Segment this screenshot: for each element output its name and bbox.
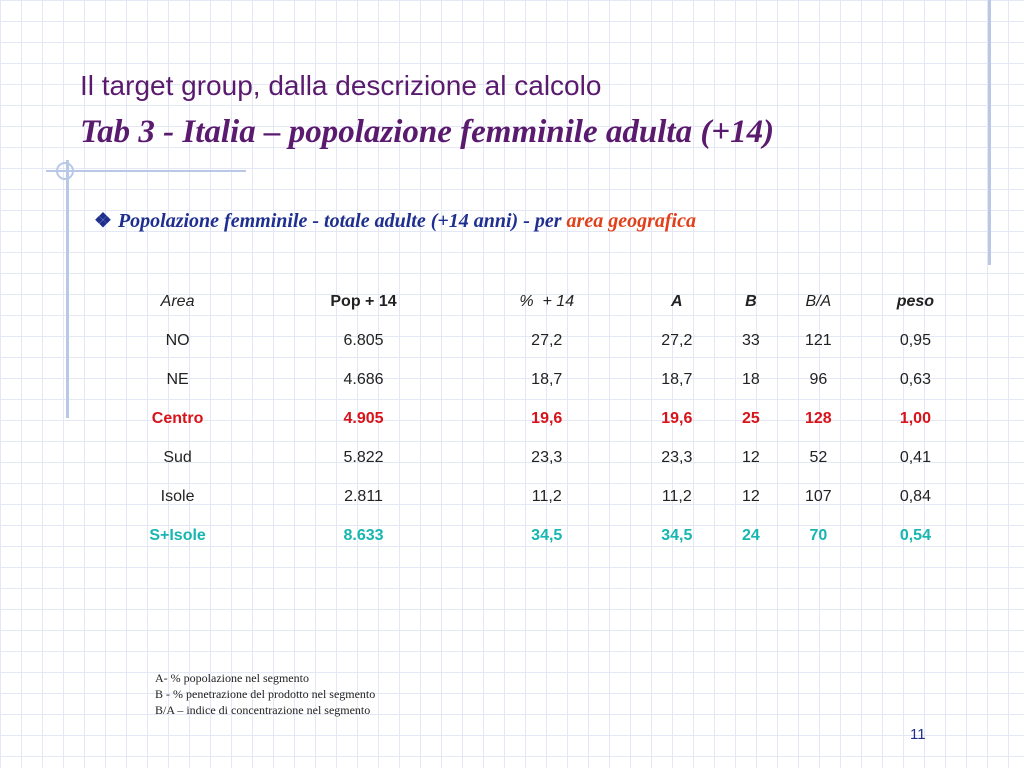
cell-a: 23,3 (661, 448, 693, 466)
table-header-row: Area Pop + 14 % + 14 A B B/A peso (92, 282, 972, 321)
cell-area: Centro (151, 409, 204, 427)
table-row: NE 4.686 18,7 18,7 18 96 0,63 (92, 360, 972, 399)
diamond-bullet-icon: ❖ (94, 210, 112, 232)
cell-a: 18,7 (661, 370, 693, 388)
table-row-highlight-s-isole: S+Isole 8.633 34,5 34,5 24 70 0,54 (92, 516, 972, 555)
header-a: A (671, 292, 683, 310)
cell-area: S+Isole (149, 526, 206, 544)
data-table: Area Pop + 14 % + 14 A B B/A peso NO 6.8… (92, 282, 972, 555)
cell-peso: 0,63 (899, 370, 931, 388)
cell-pop14: 4.686 (343, 370, 384, 388)
cell-ba: 96 (809, 370, 828, 388)
cell-a: 19,6 (661, 409, 693, 427)
cell-a: 34,5 (661, 526, 693, 544)
cell-b: 12 (742, 487, 760, 505)
cell-area: NE (166, 370, 189, 388)
left-horizontal-rule (46, 170, 246, 172)
table-row: Isole 2.811 11,2 11,2 12 107 0,84 (92, 477, 972, 516)
bullet-accent-text: area geografica (566, 210, 696, 232)
cell-pct14: 27,2 (531, 331, 563, 349)
cell-peso: 0,84 (899, 487, 931, 505)
crosshair-circle-icon (56, 162, 74, 180)
cell-ba: 107 (804, 487, 832, 505)
cell-pop14: 2.811 (344, 487, 383, 505)
cell-ba: 52 (809, 448, 828, 466)
footnotes: A- % popolazione nel segmento B - % pene… (155, 670, 375, 718)
header-b: B (745, 292, 757, 310)
cell-peso: 0,95 (899, 331, 931, 349)
table-row: Sud 5.822 23,3 23,3 12 52 0,41 (92, 438, 972, 477)
cell-b: 24 (742, 526, 760, 544)
cell-area: Isole (160, 487, 195, 505)
cell-pop14: 4.905 (343, 409, 384, 427)
cell-area: Sud (163, 448, 192, 466)
table-row: NO 6.805 27,2 27,2 33 121 0,95 (92, 321, 972, 360)
header-ba: B/A (805, 292, 832, 310)
cell-ba: 121 (804, 331, 832, 349)
cell-pct14: 19,6 (531, 409, 563, 427)
slide-title: Il target group, dalla descrizione al ca… (80, 70, 602, 101)
cell-peso: 1,00 (899, 409, 931, 427)
cell-area: NO (165, 331, 190, 349)
header-peso: peso (896, 292, 935, 310)
cell-pop14: 5.822 (343, 448, 384, 466)
cell-ba: 128 (804, 409, 832, 427)
slide-subtitle: Tab 3 - Italia – popolazione femminile a… (80, 114, 775, 150)
cell-peso: 0,54 (899, 526, 931, 544)
header-area: Area (160, 292, 195, 310)
cell-pct14: 18,7 (531, 370, 563, 388)
cell-pct14: 34,5 (531, 526, 563, 544)
cell-ba: 70 (809, 526, 828, 544)
left-vertical-rule (66, 160, 69, 418)
right-vertical-rule (988, 0, 991, 265)
cell-b: 18 (742, 370, 760, 388)
cell-pop14: 6.805 (343, 331, 384, 349)
header-pct14: % + 14 (519, 292, 575, 310)
cell-a: 27,2 (661, 331, 693, 349)
page-number: 11 (910, 726, 926, 743)
bullet-text: Popolazione femminile - totale adulte (+… (117, 210, 567, 232)
cell-b: 33 (742, 331, 760, 349)
cell-peso: 0,41 (899, 448, 931, 466)
cell-b: 12 (742, 448, 760, 466)
cell-pop14: 8.633 (343, 526, 384, 544)
table-row-highlight-centro: Centro 4.905 19,6 19,6 25 128 1,00 (92, 399, 972, 438)
footnote-b: B - % penetrazione del prodotto nel segm… (155, 687, 376, 701)
bullet-line: ❖ Popolazione femminile - totale adulte (… (94, 208, 696, 233)
cell-a: 11,2 (661, 487, 692, 505)
cell-pct14: 11,2 (531, 487, 562, 505)
header-pop14: Pop + 14 (330, 292, 397, 310)
cell-pct14: 23,3 (531, 448, 563, 466)
footnote-a: A- % popolazione nel segmento (155, 671, 309, 685)
footnote-ba: B/A – indice di concentrazione nel segme… (155, 703, 371, 717)
cell-b: 25 (742, 409, 760, 427)
